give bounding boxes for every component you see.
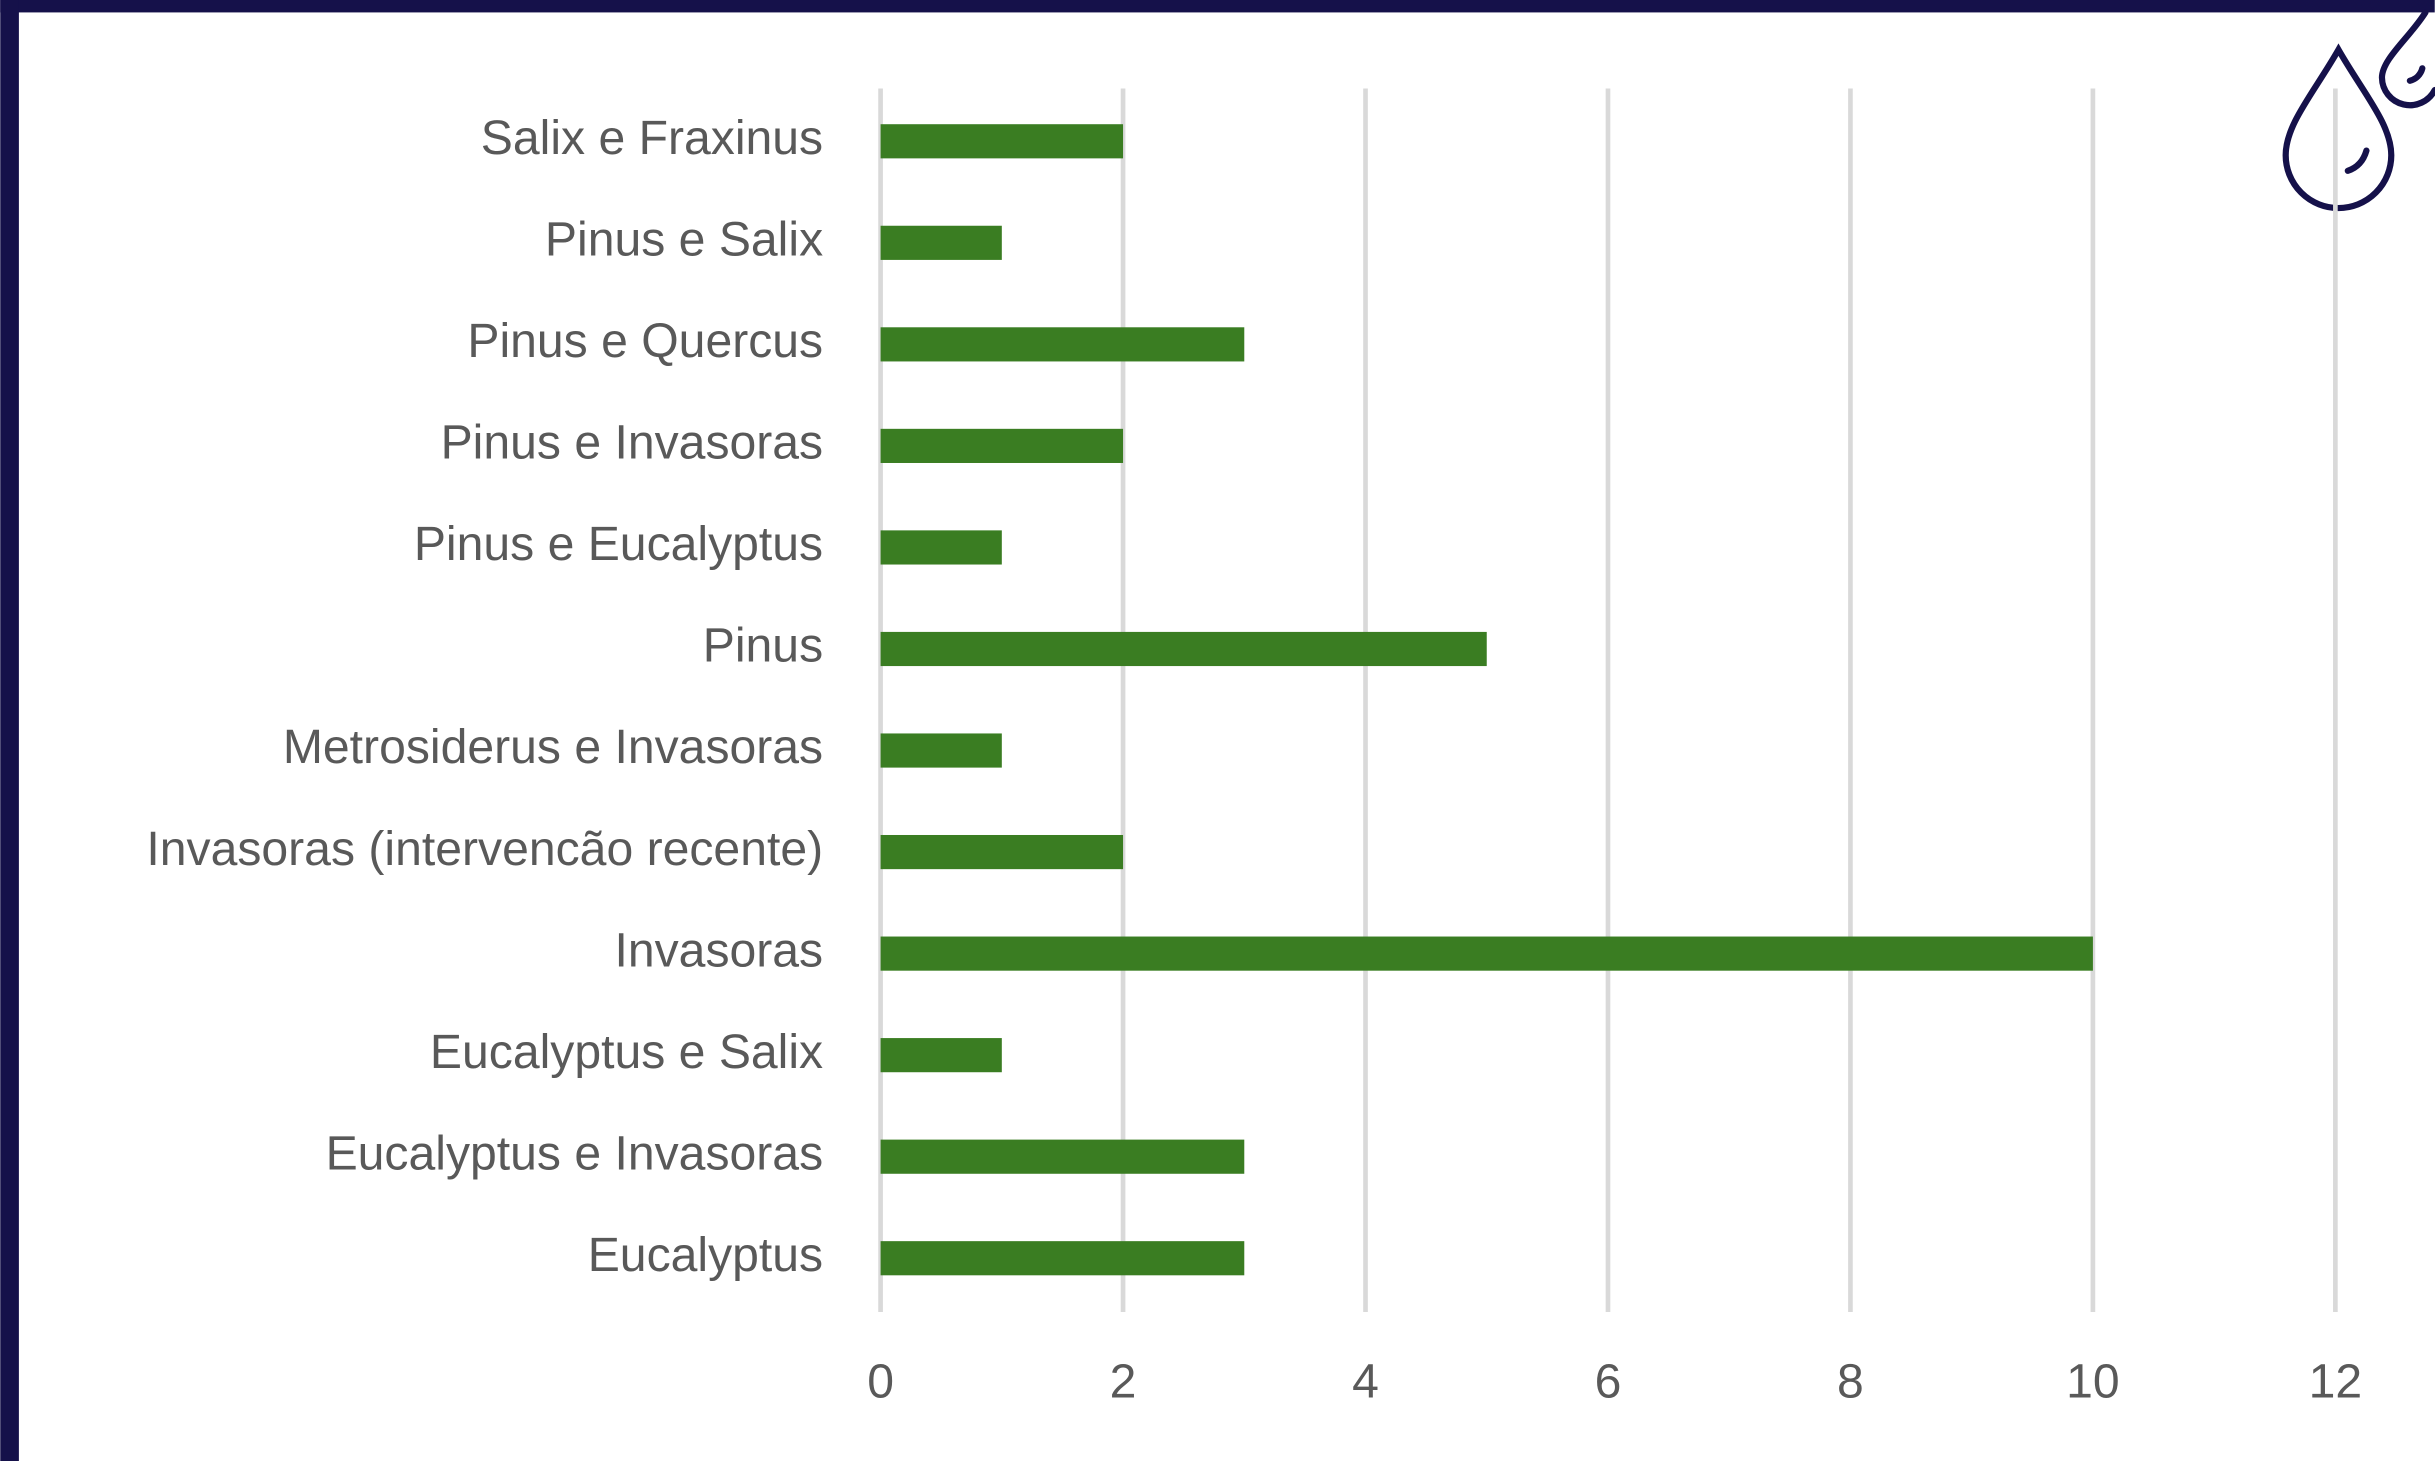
y-tick-label: Pinus e Eucalyptus	[414, 517, 823, 571]
y-tick-label: Invasoras	[614, 923, 823, 977]
bar	[880, 124, 1124, 159]
y-tick-label: Eucalyptus e Invasoras	[326, 1126, 824, 1180]
y-tick-label: Eucalyptus e Salix	[430, 1025, 823, 1079]
left-border	[0, 0, 19, 1461]
y-tick-label: Pinus e Invasoras	[441, 416, 824, 470]
bar	[880, 631, 1487, 667]
x-tick-label: 10	[2066, 1355, 2120, 1409]
bar	[880, 327, 1245, 362]
bar	[880, 225, 1002, 260]
water-drops-icon	[2282, 9, 2435, 212]
bar	[880, 733, 1002, 768]
x-tick-label: 8	[1837, 1355, 1864, 1409]
bar	[880, 936, 2093, 971]
x-tick-label: 6	[1595, 1355, 1622, 1409]
y-tick-label: Eucalyptus	[588, 1228, 823, 1282]
bar	[880, 1139, 1245, 1174]
bar	[880, 428, 1124, 463]
y-tick-label: Invasoras (intervencão recente)	[146, 822, 823, 876]
x-tick-label: 2	[1110, 1355, 1137, 1409]
bar	[880, 1038, 1002, 1073]
x-tick-label: 0	[867, 1355, 894, 1409]
bar	[880, 834, 1124, 870]
top-border	[0, 0, 2435, 13]
x-tick-label: 4	[1352, 1355, 1379, 1409]
y-tick-label: Pinus	[703, 619, 823, 673]
x-tick-label: 12	[2309, 1355, 2363, 1409]
y-tick-label: Metrosiderus e Invasoras	[283, 720, 823, 774]
y-tick-label: Salix e Fraxinus	[481, 111, 823, 165]
y-tick-label: Pinus e Salix	[545, 213, 823, 267]
y-tick-label: Pinus e Quercus	[467, 314, 823, 368]
bar	[880, 1241, 1245, 1276]
bar	[880, 530, 1002, 565]
